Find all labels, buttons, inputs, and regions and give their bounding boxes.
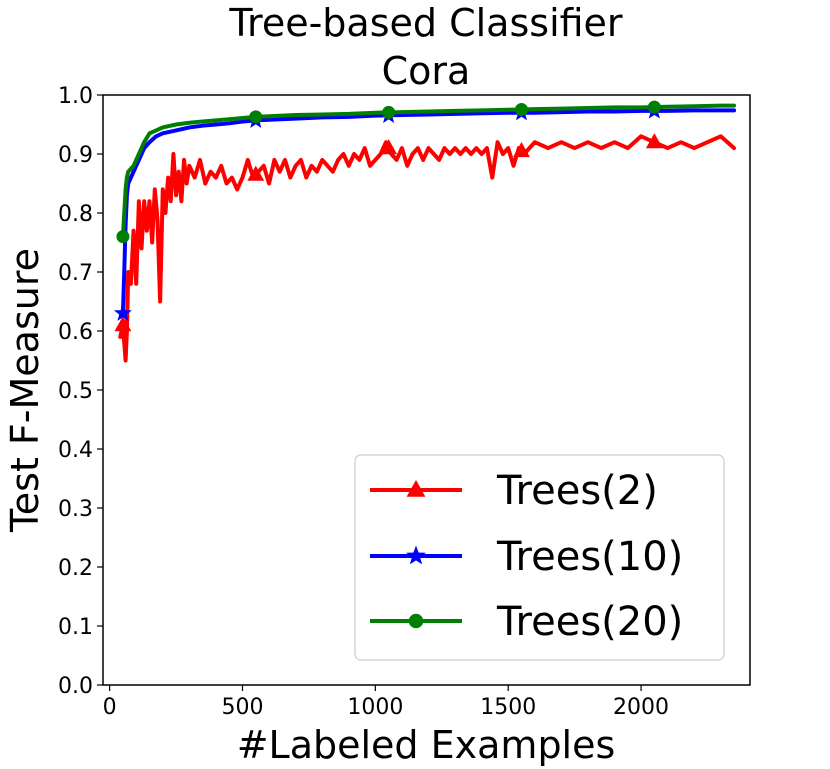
series-line bbox=[120, 103, 737, 239]
x-axis: 0 500 1000 1500 2000 bbox=[103, 685, 669, 720]
y-tick-label: 0.9 bbox=[58, 143, 93, 168]
data-point-triangle bbox=[114, 316, 132, 332]
x-axis-label: #Labeled Examples bbox=[237, 723, 616, 767]
y-tick-label: 0.8 bbox=[58, 202, 93, 227]
y-tick-label: 0.3 bbox=[58, 497, 93, 522]
legend-entry: Trees(10) bbox=[370, 534, 683, 580]
data-point-triangle bbox=[513, 142, 530, 158]
y-tick-label: 0.7 bbox=[58, 261, 93, 286]
x-tick-label: 0 bbox=[103, 695, 117, 720]
series-3 bbox=[116, 100, 737, 244]
y-tick-label: 0.2 bbox=[58, 556, 93, 581]
legend-box bbox=[354, 454, 725, 661]
x-tick-label: 2000 bbox=[613, 695, 669, 720]
data-point-circle bbox=[514, 102, 528, 116]
legend-entry: Trees(2) bbox=[370, 468, 658, 514]
series-line bbox=[118, 134, 737, 363]
data-point-triangle bbox=[380, 139, 398, 155]
x-tick-label: 500 bbox=[221, 695, 263, 720]
legend-marker-star bbox=[406, 545, 426, 565]
x-tick-label: 1500 bbox=[480, 695, 536, 720]
legend-label: Trees(20) bbox=[496, 599, 683, 645]
plot-lines bbox=[113, 100, 737, 363]
data-point-triangle bbox=[247, 165, 265, 181]
y-tick-label: 0.6 bbox=[58, 320, 93, 345]
data-point-circle bbox=[249, 110, 263, 124]
y-axis-label: Test F-Measure bbox=[3, 248, 47, 533]
y-tick-label: 0.1 bbox=[58, 615, 93, 640]
y-axis: 0.0 0.1 0.2 0.3 0.4 0.5 0.6 0.7 0.8 0.9 1.0 bbox=[58, 84, 103, 699]
legend-entry: Trees(20) bbox=[370, 599, 683, 645]
legend-label: Trees(2) bbox=[496, 468, 658, 514]
legend-marker-circle bbox=[408, 613, 424, 629]
y-tick-label: 1.0 bbox=[58, 84, 93, 109]
legend-label: Trees(10) bbox=[496, 534, 683, 580]
data-point-circle bbox=[647, 100, 661, 114]
y-tick-label: 0.0 bbox=[58, 674, 93, 699]
chart-subtitle: Cora bbox=[382, 49, 471, 93]
data-point-star bbox=[113, 303, 132, 321]
data-point-circle bbox=[382, 105, 396, 119]
legend-marker-triangle bbox=[406, 479, 426, 497]
chart-title: Tree-based Classifier bbox=[228, 1, 623, 45]
y-tick-label: 0.5 bbox=[58, 379, 93, 404]
series-1 bbox=[114, 133, 737, 363]
data-point-circle bbox=[116, 230, 130, 244]
series-line bbox=[120, 108, 737, 316]
y-tick-label: 0.4 bbox=[58, 438, 93, 463]
data-point-triangle bbox=[645, 133, 663, 149]
legend: Trees(2) Trees(10) Trees(20) bbox=[354, 454, 725, 661]
x-tick-label: 1000 bbox=[347, 695, 403, 720]
legend-entries: Trees(2) Trees(10) Trees(20) bbox=[370, 468, 683, 645]
